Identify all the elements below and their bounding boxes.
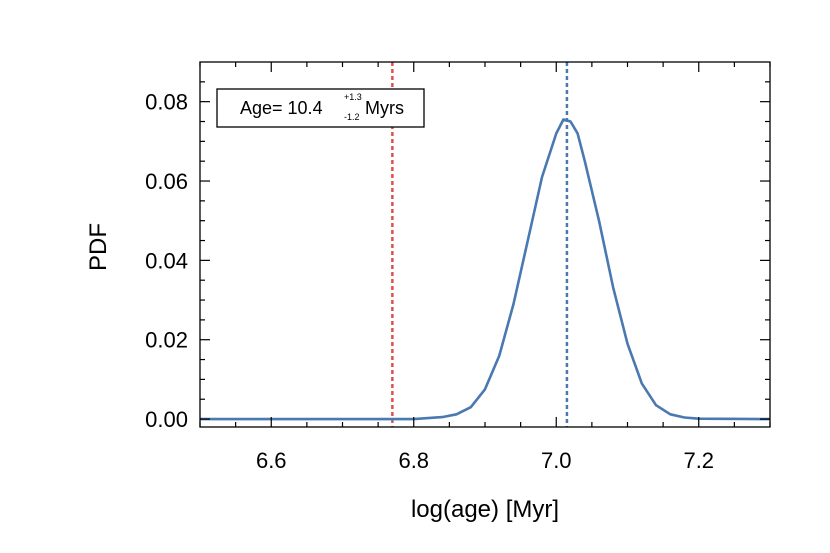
x-axis-label: log(age) [Myr] xyxy=(411,496,559,523)
x-tick-label: 7.0 xyxy=(541,448,572,473)
annotation-prefix: Age= 10.4 xyxy=(240,98,323,118)
y-axis-label: PDF xyxy=(85,223,112,271)
x-tick-label: 6.6 xyxy=(256,448,287,473)
age-annotation-box: Age= 10.4 +1.3 -1.2 Myrs xyxy=(216,88,425,128)
y-tick-label: 0.00 xyxy=(145,407,188,432)
svg-text:Age= 10.4: Age= 10.4 xyxy=(240,98,323,118)
y-tick-label: 0.02 xyxy=(145,328,188,353)
annotation-suffix: Myrs xyxy=(365,98,404,118)
svg-text:Myrs: Myrs xyxy=(365,98,404,118)
x-tick-label: 7.2 xyxy=(683,448,714,473)
pdf-curve-0 xyxy=(200,118,771,421)
y-tick-label: 0.08 xyxy=(145,90,188,115)
labels-layer: 6.6 6.8 7.0 7.2 0.00 0.02 0.04 0.06 0.08 xyxy=(145,90,714,473)
annotation-upper-error: +1.3 xyxy=(344,92,362,102)
x-tick-label: 6.8 xyxy=(398,448,429,473)
y-tick-label: 0.04 xyxy=(145,248,188,273)
annotation-lower-error: -1.2 xyxy=(344,112,360,122)
svg-text:-1.2: -1.2 xyxy=(344,112,360,122)
y-tick-label: 0.06 xyxy=(145,169,188,194)
svg-text:+1.3: +1.3 xyxy=(344,92,362,102)
ticks-layer xyxy=(199,62,771,427)
